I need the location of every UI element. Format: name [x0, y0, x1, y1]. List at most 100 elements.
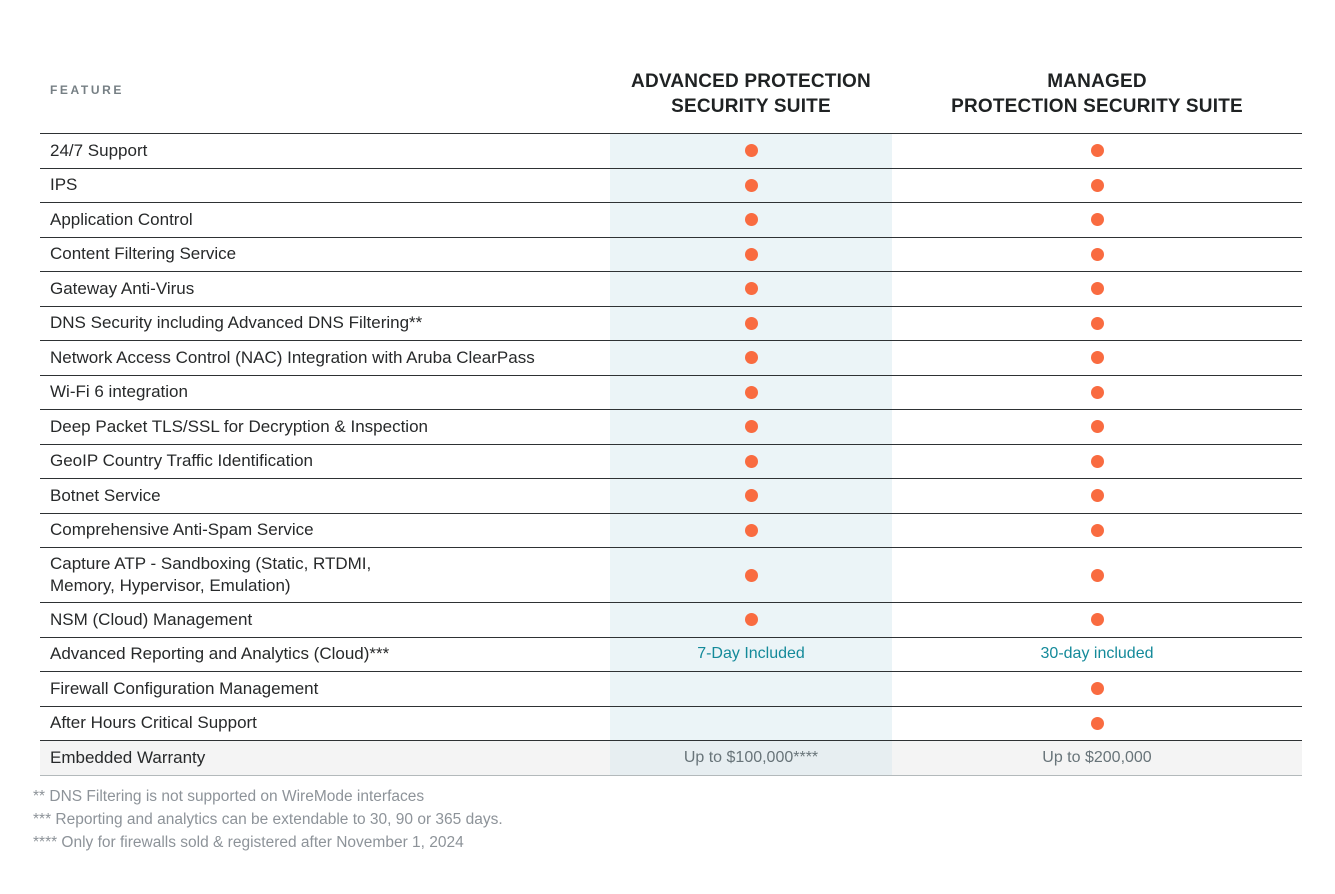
feature-name: Comprehensive Anti-Spam Service: [50, 520, 314, 540]
advanced-suite-cell: [610, 272, 892, 306]
feature-name: After Hours Critical Support: [50, 713, 257, 733]
managed-suite-cell: [892, 341, 1302, 375]
feature-name: GeoIP Country Traffic Identification: [50, 451, 314, 471]
table-row: Content Filtering Service: [40, 236, 1302, 272]
included-dot: [744, 613, 758, 627]
managed-suite-cell: [892, 203, 1302, 237]
managed-suite-cell: [892, 134, 1302, 168]
included-dot: [744, 454, 758, 468]
managed-suite-cell: [892, 410, 1302, 444]
feature-comparison-table: FEATURE ADVANCED PROTECTION SECURITY SUI…: [40, 0, 1302, 776]
feature-name: Firewall Configuration Management: [50, 678, 319, 698]
table-row: DNS Security including Advanced DNS Filt…: [40, 305, 1302, 341]
feature-name: Advanced Reporting and Analytics (Cloud)…: [50, 644, 390, 664]
table-row: Botnet Service: [40, 478, 1302, 513]
table-row: Network Access Control (NAC) Integration…: [40, 340, 1302, 375]
advanced-suite-cell: [610, 548, 892, 602]
included-dot: [1090, 178, 1104, 192]
table-row: After Hours Critical Support: [40, 705, 1302, 741]
table-row: Gateway Anti-Virus: [40, 271, 1302, 306]
table-row: IPS: [40, 167, 1302, 202]
feature-name: NSM (Cloud) Management: [50, 609, 253, 629]
table-row: Comprehensive Anti-Spam Service: [40, 512, 1302, 548]
included-dot: [1090, 716, 1104, 730]
managed-suite-cell: [892, 514, 1302, 548]
managed-suite-cell: [892, 672, 1302, 706]
advanced-suite-cell: [610, 237, 892, 271]
advanced-suite-cell: [610, 168, 892, 202]
included-dot: [1090, 385, 1104, 399]
included-dot: [744, 247, 758, 261]
advanced-suite-cell: [610, 479, 892, 513]
included-dot: [744, 282, 758, 296]
managed-suite-cell: [892, 238, 1302, 272]
footnotes: ** DNS Filtering is not supported on Wir…: [33, 785, 1335, 854]
advanced-suite-cell: Up to $100,000****: [610, 741, 892, 775]
included-dot: [744, 178, 758, 192]
cell-value: Up to $100,000****: [683, 748, 819, 766]
included-dot: [744, 351, 758, 365]
feature-name: Content Filtering Service: [50, 244, 237, 264]
feature-name: Network Access Control (NAC) Integration…: [50, 347, 535, 367]
included-dot: [744, 489, 758, 503]
table-row: Firewall Configuration Management: [40, 671, 1302, 706]
advanced-suite-cell: [610, 375, 892, 409]
advanced-suite-cell: 7-Day Included: [610, 637, 892, 671]
feature-name: Capture ATP - Sandboxing (Static, RTDMI,…: [50, 554, 372, 595]
included-dot: [744, 316, 758, 330]
feature-name: Embedded Warranty: [40, 741, 610, 775]
advanced-suite-cell: [610, 203, 892, 237]
table-row: Capture ATP - Sandboxing (Static, RTDMI,…: [40, 547, 1302, 602]
table-row: Wi-Fi 6 integration: [40, 374, 1302, 410]
footnote: ** DNS Filtering is not supported on Wir…: [33, 787, 425, 805]
included-dot: [1090, 682, 1104, 696]
feature-name: Gateway Anti-Virus: [50, 278, 195, 298]
included-dot: [1090, 523, 1104, 537]
included-dot: [1090, 454, 1104, 468]
advanced-suite-cell: [610, 706, 892, 740]
managed-suite-cell: 30-day included: [892, 638, 1302, 672]
table-row: 24/7 Support: [40, 133, 1302, 168]
table-body: 24/7 Support IPS Application Control Conten…: [40, 133, 1302, 776]
managed-suite-cell: [892, 376, 1302, 410]
advanced-suite-cell: [610, 410, 892, 444]
managed-suite-cell: [892, 272, 1302, 306]
managed-suite-cell: [892, 603, 1302, 637]
managed-suite-cell: [892, 548, 1302, 602]
cell-value: 30-day included: [1040, 645, 1154, 663]
advanced-suite-cell: [610, 603, 892, 637]
included-dot: [1090, 213, 1104, 227]
table-row: Deep Packet TLS/SSL for Decryption & Ins…: [40, 409, 1302, 444]
included-dot: [1090, 420, 1104, 434]
managed-suite-cell: [892, 307, 1302, 341]
managed-suite-cell: [892, 479, 1302, 513]
feature-name: Deep Packet TLS/SSL for Decryption & Ins…: [50, 416, 428, 436]
column-header-managed-protection: MANAGED PROTECTION SECURITY SUITE: [951, 70, 1243, 118]
advanced-suite-cell: [610, 134, 892, 168]
included-dot: [744, 213, 758, 227]
included-dot: [1090, 316, 1104, 330]
included-dot: [744, 420, 758, 434]
included-dot: [1090, 489, 1104, 503]
table-row: NSM (Cloud) Management: [40, 602, 1302, 637]
footnote: *** Reporting and analytics can be exten…: [33, 810, 503, 828]
included-dot: [744, 523, 758, 537]
included-dot: [744, 385, 758, 399]
advanced-suite-cell: [610, 672, 892, 706]
included-dot: [744, 568, 758, 582]
column-header-advanced-protection: ADVANCED PROTECTION SECURITY SUITE: [631, 70, 871, 118]
table-row: Application Control: [40, 202, 1302, 237]
feature-name: 24/7 Support: [50, 140, 148, 160]
table-row: Advanced Reporting and Analytics (Cloud)…: [40, 636, 1302, 672]
advanced-suite-cell: [610, 444, 892, 478]
advanced-suite-cell: [610, 341, 892, 375]
feature-name: Wi-Fi 6 integration: [50, 382, 188, 402]
advanced-suite-cell: [610, 306, 892, 340]
feature-name: Botnet Service: [50, 485, 161, 505]
feature-name: Application Control: [50, 209, 193, 229]
table-row: GeoIP Country Traffic Identification: [40, 443, 1302, 478]
included-dot: [1090, 282, 1104, 296]
managed-suite-cell: [892, 707, 1302, 741]
included-dot: [1090, 568, 1104, 582]
